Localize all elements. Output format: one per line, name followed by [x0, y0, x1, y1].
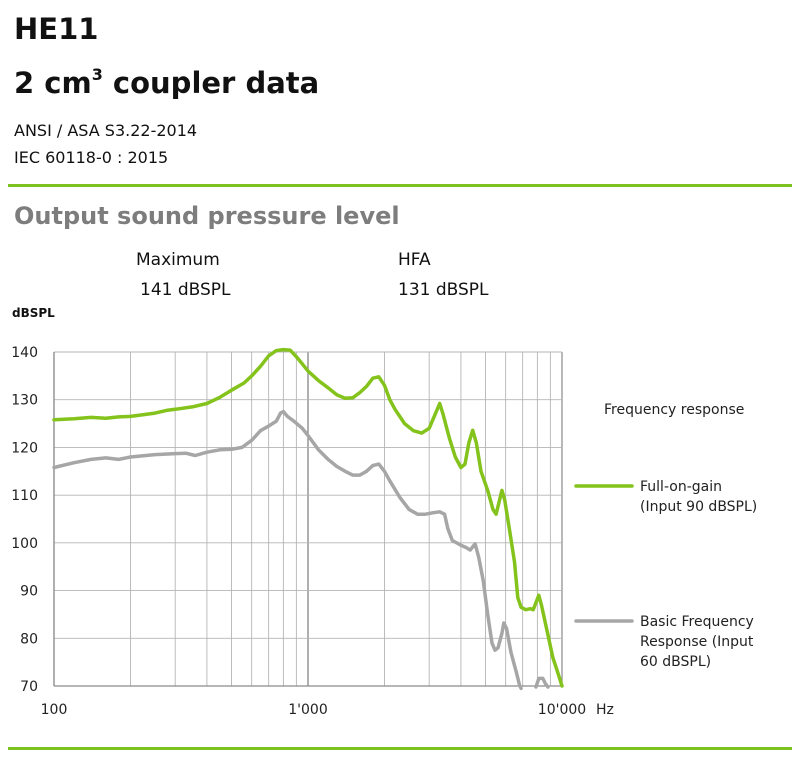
y-tick-label: 100: [11, 536, 38, 552]
y-tick-label: 120: [11, 440, 38, 456]
y-tick-label: 110: [11, 488, 38, 504]
model-title: HE11: [14, 12, 99, 46]
legend-label: Response (Input: [640, 634, 754, 650]
subtitle-text: 2 cm: [14, 66, 92, 100]
grid: [53, 351, 563, 687]
y-axis-label: dBSPL: [12, 306, 55, 320]
series-line-full-on-gain: [52, 347, 564, 688]
series-lines: [52, 347, 564, 691]
subtitle-text-end: coupler data: [102, 66, 320, 100]
maximum-label: Maximum: [136, 250, 220, 270]
legend: Frequency response Full-on-gain (Input 90 …: [574, 402, 757, 670]
legend-title: Frequency response: [604, 402, 744, 418]
y-tick-label: 130: [11, 393, 38, 409]
series-line-basic-frequency-response: [52, 409, 523, 691]
section-title: Output sound pressure level: [14, 202, 400, 230]
y-tick-label: 70: [20, 679, 38, 695]
standard-iec: IEC 60118-0 : 2015: [14, 148, 169, 167]
hfa-label: HFA: [398, 250, 431, 270]
x-tick-label: 10'000: [538, 702, 586, 718]
subtitle-superscript: 3: [91, 65, 103, 85]
bottom-divider: [8, 747, 792, 750]
maximum-value: 141 dBSPL: [140, 280, 231, 300]
top-divider: [8, 184, 792, 187]
y-tick-label: 80: [20, 631, 38, 647]
standard-ansi: ANSI / ASA S3.22-2014: [14, 121, 198, 140]
coupler-subtitle: 2 cm3 coupler data: [14, 65, 320, 100]
series-line-basic-frequency-response: [534, 676, 550, 689]
hfa-value: 131 dBSPL: [398, 280, 489, 300]
legend-label: Full-on-gain: [640, 479, 722, 495]
legend-label: Basic Frequency: [640, 614, 754, 630]
legend-label: 60 dBSPL): [640, 654, 711, 670]
y-tick-label: 140: [11, 345, 38, 361]
x-tick-label: 100: [41, 702, 68, 718]
y-tick-label: 90: [20, 584, 38, 600]
x-tick-label: 1'000: [288, 702, 327, 718]
x-unit-label: Hz: [596, 702, 614, 718]
legend-label: (Input 90 dBSPL): [640, 499, 757, 515]
